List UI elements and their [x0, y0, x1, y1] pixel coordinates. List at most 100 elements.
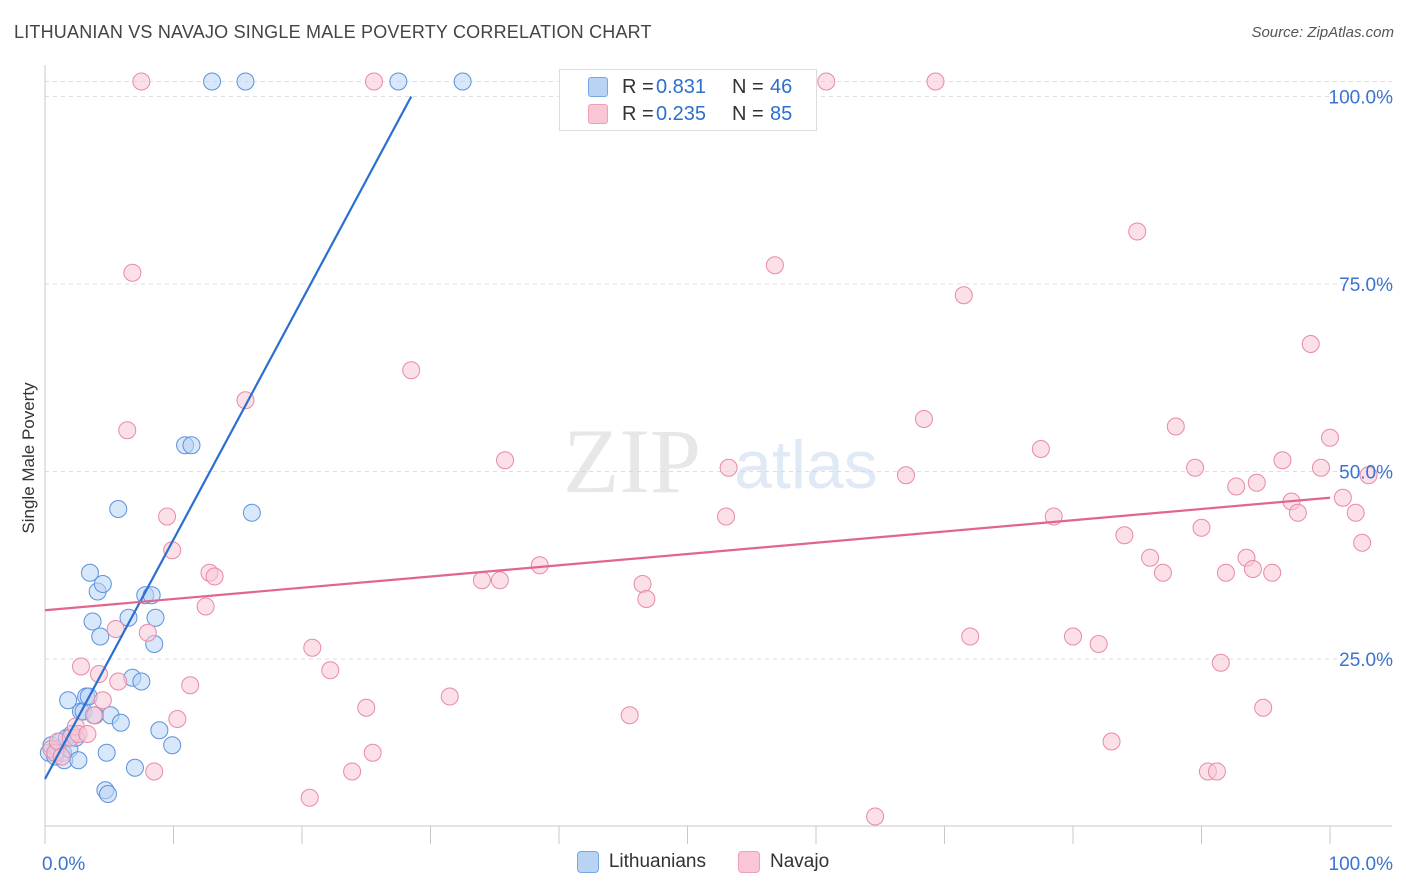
- n-label: N =: [732, 102, 764, 125]
- series-legend: Lithuanians Navajo: [0, 851, 1406, 873]
- data-point-lithuanians: [93, 575, 112, 593]
- data-point-navajo: [52, 747, 71, 766]
- n-value: 46: [770, 75, 793, 98]
- data-point-navajo: [364, 72, 383, 91]
- data-point-navajo: [321, 661, 340, 680]
- data-point-lithuanians: [150, 721, 169, 740]
- data-point-navajo: [168, 710, 187, 728]
- data-point-navajo: [181, 676, 200, 695]
- r-label: R =: [622, 102, 654, 125]
- data-point-navajo: [620, 706, 639, 725]
- source-label: Source: ZipAtlas.com: [1251, 24, 1394, 41]
- trend-line-lithuanians: [44, 95, 413, 780]
- data-point-navajo: [496, 451, 515, 470]
- data-point-lithuanians: [97, 743, 116, 762]
- data-point-navajo: [1312, 458, 1331, 477]
- data-point-navajo: [1321, 428, 1339, 447]
- data-point-navajo: [1089, 635, 1108, 653]
- data-point-navajo: [123, 263, 142, 282]
- legend-swatch-navajo: [738, 851, 761, 873]
- data-point-lithuanians: [236, 72, 255, 91]
- data-point-lithuanians: [182, 436, 201, 455]
- data-point-navajo: [158, 507, 177, 526]
- data-point-navajo: [118, 421, 137, 440]
- data-point-navajo: [1031, 440, 1050, 458]
- data-point-lithuanians: [109, 500, 128, 518]
- data-point-navajo: [961, 627, 980, 646]
- data-point-lithuanians: [69, 751, 88, 770]
- data-point-navajo: [954, 286, 973, 305]
- data-point-navajo: [1064, 627, 1082, 646]
- data-point-navajo: [205, 567, 224, 586]
- data-point-navajo: [896, 466, 915, 485]
- data-point-navajo: [343, 762, 362, 781]
- legend-label-navajo: Navajo: [770, 851, 830, 872]
- data-point-lithuanians: [83, 612, 102, 631]
- data-point-navajo: [1243, 560, 1262, 578]
- axes: [44, 65, 1392, 844]
- data-point-navajo: [633, 575, 652, 593]
- legend-item-lithuanians[interactable]: Lithuanians: [576, 851, 707, 873]
- x-tick-label-min: 0.0%: [42, 854, 85, 875]
- x-tick-label-max: 100.0%: [1329, 854, 1394, 875]
- data-point-navajo: [402, 361, 421, 380]
- legend-item-navajo[interactable]: Navajo: [738, 851, 829, 873]
- data-point-navajo: [1247, 473, 1266, 492]
- grid-lines: [45, 81, 1392, 660]
- correlation-legend: R = 0.831 N = 46 R = 0.235 N = 85: [559, 69, 817, 131]
- data-point-navajo: [1227, 477, 1246, 496]
- data-point-navajo: [817, 72, 836, 91]
- y-tick-label: 50.0%: [1339, 463, 1393, 484]
- n-label: N =: [732, 75, 764, 98]
- tick-labels: 25.0% 50.0% 75.0% 100.0% 0.0% 100.0%: [42, 88, 1393, 876]
- data-point-navajo: [717, 507, 736, 526]
- legend-swatch-navajo: [588, 104, 608, 124]
- trend-lines: [44, 95, 1331, 780]
- data-point-lithuanians: [80, 563, 99, 582]
- data-point-navajo: [1186, 458, 1205, 477]
- data-point-navajo: [1211, 653, 1230, 672]
- data-point-navajo: [866, 807, 885, 826]
- data-point-navajo: [1153, 563, 1172, 582]
- y-tick-label: 75.0%: [1339, 275, 1393, 296]
- trend-line-navajo: [44, 496, 1331, 612]
- data-point-navajo: [132, 72, 151, 91]
- y-axis-label: Single Male Poverty: [19, 382, 38, 534]
- n-value: 85: [770, 102, 793, 125]
- data-point-navajo: [357, 698, 376, 717]
- data-point-lithuanians: [125, 758, 144, 777]
- legend-label-lithuanians: Lithuanians: [608, 851, 707, 872]
- data-point-navajo: [1141, 548, 1160, 567]
- data-point-lithuanians: [453, 72, 472, 91]
- data-point-navajo: [1288, 503, 1307, 522]
- data-point-navajo: [145, 762, 164, 781]
- data-point-navajo: [196, 597, 215, 616]
- legend-row-lithuanians: R = 0.831 N = 46: [560, 74, 792, 100]
- r-value: 0.235: [656, 102, 707, 125]
- data-point-lithuanians: [91, 627, 110, 646]
- data-point-navajo: [138, 623, 157, 642]
- data-point-navajo: [1333, 488, 1352, 507]
- data-point-navajo: [1166, 417, 1185, 436]
- data-point-navajo: [109, 672, 128, 691]
- data-point-navajo: [490, 571, 509, 590]
- data-point-navajo: [163, 541, 182, 560]
- data-point-navajo: [719, 458, 738, 477]
- data-point-navajo: [1192, 518, 1211, 537]
- data-point-navajo: [1216, 563, 1235, 582]
- y-tick-label: 100.0%: [1329, 88, 1394, 109]
- data-point-lithuanians: [389, 72, 408, 91]
- legend-swatch-lithuanians: [588, 77, 608, 97]
- data-point-navajo: [1254, 698, 1273, 717]
- data-point-navajo: [1263, 563, 1282, 582]
- watermark-zip: ZIP: [563, 410, 701, 512]
- data-point-navajo: [1273, 451, 1292, 470]
- r-label: R =: [622, 75, 654, 98]
- data-point-navajo: [1346, 503, 1365, 522]
- data-point-navajo: [1301, 335, 1320, 353]
- data-point-navajo: [1115, 526, 1134, 545]
- data-point-navajo: [93, 691, 112, 710]
- data-point-navajo: [926, 72, 945, 91]
- data-point-navajo: [472, 571, 491, 590]
